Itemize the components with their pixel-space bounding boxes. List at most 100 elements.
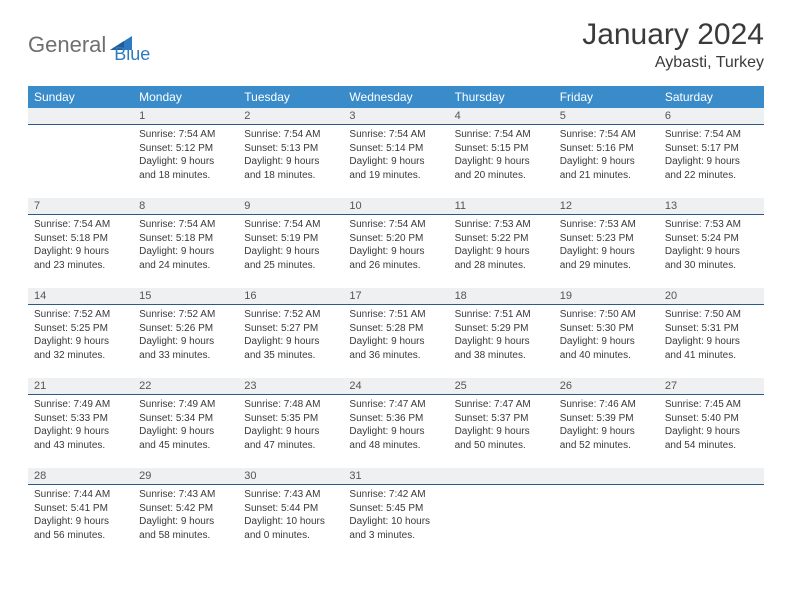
calendar-day-cell: 31Sunrise: 7:42 AMSunset: 5:45 PMDayligh… — [343, 468, 448, 558]
calendar-day-cell: 1Sunrise: 7:54 AMSunset: 5:12 PMDaylight… — [133, 108, 238, 198]
day-details: Sunrise: 7:49 AMSunset: 5:34 PMDaylight:… — [133, 395, 238, 458]
day-number-bar: 18 — [449, 288, 554, 305]
day-number-bar: 19 — [554, 288, 659, 305]
day-details: Sunrise: 7:54 AMSunset: 5:17 PMDaylight:… — [659, 125, 764, 188]
calendar-day-cell: 17Sunrise: 7:51 AMSunset: 5:28 PMDayligh… — [343, 288, 448, 378]
day-number-bar: 27 — [659, 378, 764, 395]
day-number-bar: 16 — [238, 288, 343, 305]
calendar-body: 1Sunrise: 7:54 AMSunset: 5:12 PMDaylight… — [28, 108, 764, 558]
day-number-bar: 23 — [238, 378, 343, 395]
weekday-header: Monday — [133, 86, 238, 108]
day-number-bar — [28, 108, 133, 125]
day-details: Sunrise: 7:44 AMSunset: 5:41 PMDaylight:… — [28, 485, 133, 548]
calendar-day-cell: 8Sunrise: 7:54 AMSunset: 5:18 PMDaylight… — [133, 198, 238, 288]
day-details: Sunrise: 7:48 AMSunset: 5:35 PMDaylight:… — [238, 395, 343, 458]
day-details: Sunrise: 7:54 AMSunset: 5:20 PMDaylight:… — [343, 215, 448, 278]
day-details: Sunrise: 7:52 AMSunset: 5:25 PMDaylight:… — [28, 305, 133, 368]
day-number-bar: 22 — [133, 378, 238, 395]
calendar-day-cell: 7Sunrise: 7:54 AMSunset: 5:18 PMDaylight… — [28, 198, 133, 288]
day-number-bar: 8 — [133, 198, 238, 215]
calendar-day-cell: 14Sunrise: 7:52 AMSunset: 5:25 PMDayligh… — [28, 288, 133, 378]
calendar-day-cell: 16Sunrise: 7:52 AMSunset: 5:27 PMDayligh… — [238, 288, 343, 378]
day-details: Sunrise: 7:52 AMSunset: 5:26 PMDaylight:… — [133, 305, 238, 368]
calendar-day-cell: 5Sunrise: 7:54 AMSunset: 5:16 PMDaylight… — [554, 108, 659, 198]
calendar-day-cell: 2Sunrise: 7:54 AMSunset: 5:13 PMDaylight… — [238, 108, 343, 198]
day-details: Sunrise: 7:47 AMSunset: 5:37 PMDaylight:… — [449, 395, 554, 458]
brand-text-1: General — [28, 32, 106, 58]
calendar-day-cell: 23Sunrise: 7:48 AMSunset: 5:35 PMDayligh… — [238, 378, 343, 468]
weekday-header: Tuesday — [238, 86, 343, 108]
calendar-day-cell: 13Sunrise: 7:53 AMSunset: 5:24 PMDayligh… — [659, 198, 764, 288]
brand-text-2: Blue — [114, 44, 150, 65]
calendar-day-cell: 12Sunrise: 7:53 AMSunset: 5:23 PMDayligh… — [554, 198, 659, 288]
day-details: Sunrise: 7:51 AMSunset: 5:28 PMDaylight:… — [343, 305, 448, 368]
day-details: Sunrise: 7:45 AMSunset: 5:40 PMDaylight:… — [659, 395, 764, 458]
calendar-day-cell: 29Sunrise: 7:43 AMSunset: 5:42 PMDayligh… — [133, 468, 238, 558]
day-number-bar: 5 — [554, 108, 659, 125]
day-number-bar: 26 — [554, 378, 659, 395]
title-block: January 2024 Aybasti, Turkey — [582, 18, 764, 72]
day-details: Sunrise: 7:54 AMSunset: 5:12 PMDaylight:… — [133, 125, 238, 188]
calendar-table: SundayMondayTuesdayWednesdayThursdayFrid… — [28, 86, 764, 558]
day-number-bar: 31 — [343, 468, 448, 485]
day-number-bar: 11 — [449, 198, 554, 215]
day-number-bar: 28 — [28, 468, 133, 485]
calendar-day-cell: 11Sunrise: 7:53 AMSunset: 5:22 PMDayligh… — [449, 198, 554, 288]
calendar-day-cell: 24Sunrise: 7:47 AMSunset: 5:36 PMDayligh… — [343, 378, 448, 468]
weekday-header: Friday — [554, 86, 659, 108]
day-number-bar: 7 — [28, 198, 133, 215]
calendar-week-row: 21Sunrise: 7:49 AMSunset: 5:33 PMDayligh… — [28, 378, 764, 468]
calendar-day-cell — [554, 468, 659, 558]
calendar-day-cell: 28Sunrise: 7:44 AMSunset: 5:41 PMDayligh… — [28, 468, 133, 558]
day-number-bar: 9 — [238, 198, 343, 215]
calendar-day-cell — [28, 108, 133, 198]
day-number-bar: 30 — [238, 468, 343, 485]
location-label: Aybasti, Turkey — [582, 54, 764, 72]
header: General Blue January 2024 Aybasti, Turke… — [28, 18, 764, 72]
day-details: Sunrise: 7:54 AMSunset: 5:15 PMDaylight:… — [449, 125, 554, 188]
day-details: Sunrise: 7:53 AMSunset: 5:22 PMDaylight:… — [449, 215, 554, 278]
calendar-day-cell: 30Sunrise: 7:43 AMSunset: 5:44 PMDayligh… — [238, 468, 343, 558]
day-details: Sunrise: 7:54 AMSunset: 5:18 PMDaylight:… — [28, 215, 133, 278]
day-number-bar: 24 — [343, 378, 448, 395]
day-number-bar — [659, 468, 764, 485]
day-number-bar — [449, 468, 554, 485]
calendar-day-cell: 21Sunrise: 7:49 AMSunset: 5:33 PMDayligh… — [28, 378, 133, 468]
calendar-day-cell: 3Sunrise: 7:54 AMSunset: 5:14 PMDaylight… — [343, 108, 448, 198]
day-details: Sunrise: 7:50 AMSunset: 5:30 PMDaylight:… — [554, 305, 659, 368]
weekday-header: Thursday — [449, 86, 554, 108]
calendar-week-row: 14Sunrise: 7:52 AMSunset: 5:25 PMDayligh… — [28, 288, 764, 378]
calendar-day-cell: 27Sunrise: 7:45 AMSunset: 5:40 PMDayligh… — [659, 378, 764, 468]
day-number-bar: 1 — [133, 108, 238, 125]
calendar-day-cell: 20Sunrise: 7:50 AMSunset: 5:31 PMDayligh… — [659, 288, 764, 378]
calendar-day-cell: 6Sunrise: 7:54 AMSunset: 5:17 PMDaylight… — [659, 108, 764, 198]
calendar-day-cell: 25Sunrise: 7:47 AMSunset: 5:37 PMDayligh… — [449, 378, 554, 468]
calendar-day-cell: 22Sunrise: 7:49 AMSunset: 5:34 PMDayligh… — [133, 378, 238, 468]
weekday-header-row: SundayMondayTuesdayWednesdayThursdayFrid… — [28, 86, 764, 108]
day-details: Sunrise: 7:49 AMSunset: 5:33 PMDaylight:… — [28, 395, 133, 458]
day-details: Sunrise: 7:52 AMSunset: 5:27 PMDaylight:… — [238, 305, 343, 368]
page-title: January 2024 — [582, 18, 764, 52]
day-details: Sunrise: 7:51 AMSunset: 5:29 PMDaylight:… — [449, 305, 554, 368]
calendar-day-cell: 19Sunrise: 7:50 AMSunset: 5:30 PMDayligh… — [554, 288, 659, 378]
day-number-bar: 17 — [343, 288, 448, 305]
day-number-bar: 3 — [343, 108, 448, 125]
calendar-week-row: 1Sunrise: 7:54 AMSunset: 5:12 PMDaylight… — [28, 108, 764, 198]
day-number-bar: 4 — [449, 108, 554, 125]
day-details: Sunrise: 7:54 AMSunset: 5:18 PMDaylight:… — [133, 215, 238, 278]
day-number-bar: 12 — [554, 198, 659, 215]
day-number-bar: 13 — [659, 198, 764, 215]
brand-logo: General Blue — [28, 18, 150, 65]
calendar-day-cell: 18Sunrise: 7:51 AMSunset: 5:29 PMDayligh… — [449, 288, 554, 378]
calendar-day-cell: 10Sunrise: 7:54 AMSunset: 5:20 PMDayligh… — [343, 198, 448, 288]
day-details: Sunrise: 7:42 AMSunset: 5:45 PMDaylight:… — [343, 485, 448, 548]
day-details: Sunrise: 7:53 AMSunset: 5:24 PMDaylight:… — [659, 215, 764, 278]
weekday-header: Wednesday — [343, 86, 448, 108]
day-number-bar: 2 — [238, 108, 343, 125]
day-number-bar: 25 — [449, 378, 554, 395]
day-number-bar: 10 — [343, 198, 448, 215]
calendar-day-cell: 26Sunrise: 7:46 AMSunset: 5:39 PMDayligh… — [554, 378, 659, 468]
day-number-bar — [554, 468, 659, 485]
day-details: Sunrise: 7:54 AMSunset: 5:16 PMDaylight:… — [554, 125, 659, 188]
day-number-bar: 21 — [28, 378, 133, 395]
